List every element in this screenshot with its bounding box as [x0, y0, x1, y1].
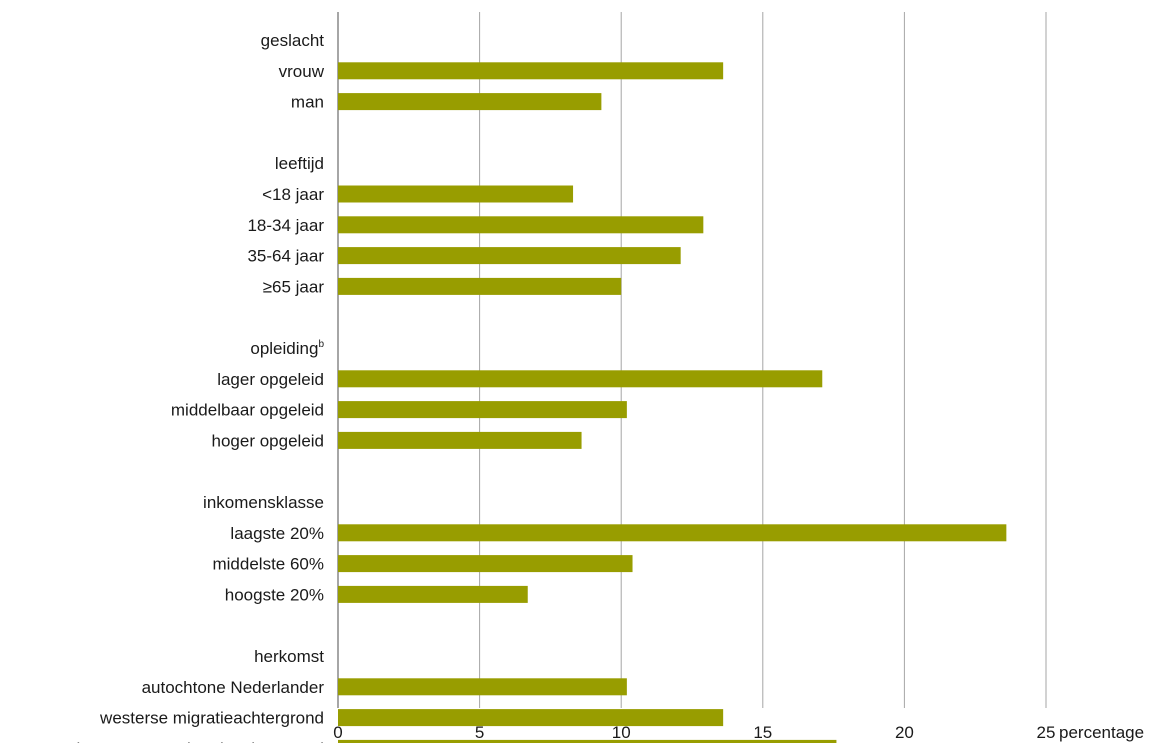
- bar: [338, 185, 574, 203]
- category-label: hoger opgeleid: [212, 431, 324, 450]
- x-tick-labels: 0 5 10 15 20 25: [333, 723, 1055, 742]
- group-title: opleidingb: [250, 339, 324, 358]
- category-label: westerse migratieachtergrond: [99, 709, 324, 728]
- category-labels: geslacht vrouw man leeftijd <18 jaar 18-34 ja…: [67, 31, 325, 743]
- bar: [338, 524, 1007, 542]
- group-title-text: geslacht: [261, 31, 325, 50]
- category-label: laagste 20%: [230, 524, 324, 543]
- bar: [338, 431, 582, 449]
- category-label: lager opgeleid: [217, 370, 324, 389]
- x-tick-label: 10: [612, 723, 631, 742]
- category-label: 18-34 jaar: [247, 216, 324, 235]
- group-title-text: leeftijd: [275, 154, 324, 173]
- bar: [338, 739, 837, 743]
- group-title-text: inkomensklasse: [203, 493, 324, 512]
- x-axis-label: percentage: [1059, 723, 1144, 742]
- bar: [338, 555, 633, 573]
- category-label: 35-64 jaar: [247, 247, 324, 266]
- category-label: <18 jaar: [262, 185, 324, 204]
- group-title-superscript: b: [318, 339, 324, 350]
- x-tick-label: 0: [333, 723, 342, 742]
- bar: [338, 401, 627, 419]
- bar: [338, 62, 724, 80]
- x-tick-label: 25: [1037, 723, 1056, 742]
- bar: [338, 216, 704, 234]
- bar: [338, 277, 622, 295]
- bar: [338, 678, 627, 696]
- category-label: autochtone Nederlander: [142, 678, 325, 697]
- category-label: niet-westerse migratieachtergrond: [67, 739, 324, 743]
- bars: [338, 62, 1007, 743]
- x-tick-label: 5: [475, 723, 484, 742]
- category-label: ≥65 jaar: [263, 277, 325, 296]
- group-title: inkomensklasse: [203, 493, 324, 512]
- group-title: leeftijd: [275, 154, 324, 173]
- bar: [338, 370, 823, 388]
- group-title: geslacht: [261, 31, 325, 50]
- bar: [338, 93, 602, 111]
- category-label: vrouw: [279, 62, 325, 81]
- x-tick-label: 15: [753, 723, 772, 742]
- group-title-text: opleiding: [250, 339, 318, 358]
- group-title: herkomst: [254, 647, 324, 666]
- bar: [338, 585, 528, 603]
- bar: [338, 709, 724, 727]
- category-label: man: [291, 93, 324, 112]
- category-label: hoogste 20%: [225, 585, 324, 604]
- gridlines: [337, 12, 1047, 708]
- category-label: middelbaar opgeleid: [171, 401, 324, 420]
- group-title-text: herkomst: [254, 647, 324, 666]
- x-tick-label: 20: [895, 723, 914, 742]
- bar: [338, 247, 681, 265]
- category-label: middelste 60%: [212, 555, 324, 574]
